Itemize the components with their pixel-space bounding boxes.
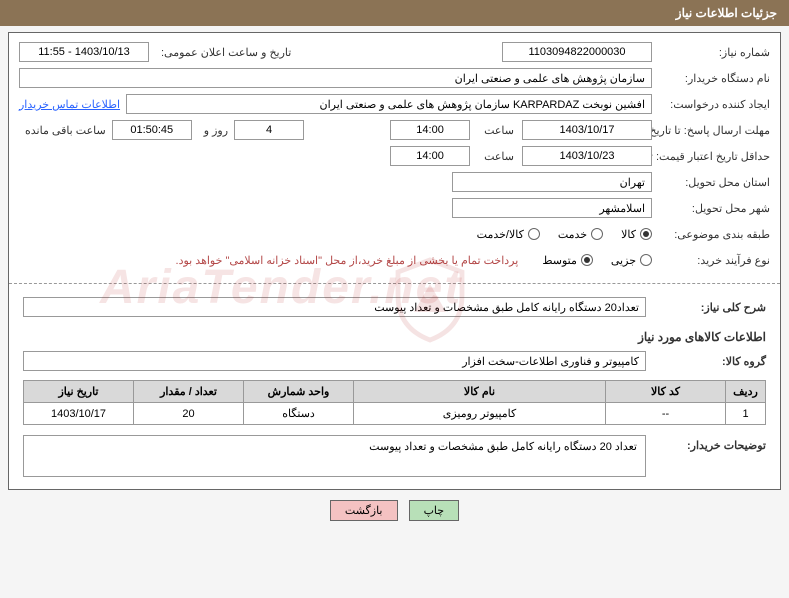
field-announce-date: 1403/10/13 - 11:55	[19, 42, 149, 62]
field-city: اسلامشهر	[452, 198, 652, 218]
field-description: تعداد20 دستگاه رایانه کامل طبق مشخصات و …	[23, 297, 646, 317]
table-header: کد کالا	[606, 381, 726, 403]
table-header: تاریخ نیاز	[24, 381, 134, 403]
field-goods-group: کامپیوتر و فناوری اطلاعات-سخت افزار	[23, 351, 646, 371]
field-buyer-org: سازمان پژوهش های علمی و صنعتی ایران	[19, 68, 652, 88]
field-validity-date: 1403/10/23	[522, 146, 652, 166]
radio-option[interactable]: متوسط	[542, 254, 593, 267]
field-need-number: 1103094822000030	[502, 42, 652, 62]
top-form-section: شماره نیاز: 1103094822000030 تاریخ و ساع…	[9, 33, 780, 284]
radio-label: کالا	[621, 228, 636, 241]
radio-option[interactable]: جزیی	[611, 254, 652, 267]
radio-label: کالا/خدمت	[477, 228, 524, 241]
label-response-deadline: مهلت ارسال پاسخ: تا تاریخ:	[652, 124, 770, 137]
print-button[interactable]: چاپ	[409, 500, 460, 521]
field-requester: افشین نوبخت KARPARDAZ سازمان پژوهش های ع…	[126, 94, 652, 114]
table-cell: 1403/10/17	[24, 403, 134, 425]
middle-section: شرح کلی نیاز: تعداد20 دستگاه رایانه کامل…	[9, 284, 780, 489]
radio-icon	[640, 228, 652, 240]
back-button[interactable]: بازگشت	[330, 500, 398, 521]
field-province: تهران	[452, 172, 652, 192]
radio-label: خدمت	[558, 228, 587, 241]
radio-group-category: کالا خدمت کالا/خدمت	[477, 228, 652, 241]
label-time-1: ساعت	[478, 124, 514, 137]
table-cell: 20	[134, 403, 244, 425]
label-need-number: شماره نیاز:	[652, 46, 770, 59]
link-buyer-contact[interactable]: اطلاعات تماس خریدار	[19, 98, 120, 111]
label-announce-date: تاریخ و ساعت اعلان عمومی:	[155, 46, 291, 59]
label-time-left: ساعت باقی مانده	[19, 124, 106, 137]
radio-label: متوسط	[542, 254, 577, 267]
field-response-date: 1403/10/17	[522, 120, 652, 140]
label-requester: ایجاد کننده درخواست:	[652, 98, 770, 111]
label-process: نوع فرآیند خرید:	[652, 254, 770, 267]
field-buyer-notes: تعداد 20 دستگاه رایانه کامل طبق مشخصات و…	[23, 435, 646, 477]
table-cell: 1	[726, 403, 766, 425]
payment-note: پرداخت تمام یا بخشی از مبلغ خرید،از محل …	[176, 254, 519, 267]
label-province: استان محل تحویل:	[652, 176, 770, 189]
section-title-goods: اطلاعات کالاهای مورد نیاز	[23, 330, 766, 344]
field-validity-time: 14:00	[390, 146, 470, 166]
table-header: ردیف	[726, 381, 766, 403]
label-buyer-org: نام دستگاه خریدار:	[652, 72, 770, 85]
label-time-2: ساعت	[478, 150, 514, 163]
label-price-validity: حداقل تاریخ اعتبار قیمت: تا تاریخ:	[652, 150, 770, 163]
label-days-and: روز و	[198, 124, 228, 137]
goods-table: ردیفکد کالانام کالاواحد شمارشتعداد / مقد…	[23, 380, 766, 425]
radio-icon	[591, 228, 603, 240]
radio-option[interactable]: کالا	[621, 228, 652, 241]
radio-group-process: جزیی متوسط	[542, 254, 652, 267]
table-header: واحد شمارش	[244, 381, 354, 403]
label-city: شهر محل تحویل:	[652, 202, 770, 215]
radio-icon	[640, 254, 652, 266]
radio-option[interactable]: کالا/خدمت	[477, 228, 540, 241]
field-countdown: 01:50:45	[112, 120, 192, 140]
table-row: 1--کامپیوتر رومیزیدستگاه201403/10/17	[24, 403, 766, 425]
radio-label: جزیی	[611, 254, 636, 267]
label-goods-group: گروه کالا:	[654, 355, 766, 368]
radio-option[interactable]: خدمت	[558, 228, 603, 241]
button-row: چاپ بازگشت	[0, 490, 789, 531]
page-header: جزئیات اطلاعات نیاز	[0, 0, 789, 26]
table-cell: دستگاه	[244, 403, 354, 425]
table-cell: --	[606, 403, 726, 425]
table-header: تعداد / مقدار	[134, 381, 244, 403]
label-general-desc: شرح کلی نیاز:	[654, 301, 766, 314]
main-container: شماره نیاز: 1103094822000030 تاریخ و ساع…	[8, 32, 781, 490]
radio-icon	[528, 228, 540, 240]
table-cell: کامپیوتر رومیزی	[354, 403, 606, 425]
table-header: نام کالا	[354, 381, 606, 403]
field-response-time: 14:00	[390, 120, 470, 140]
radio-icon	[581, 254, 593, 266]
label-category: طبقه بندی موضوعی:	[652, 228, 770, 241]
label-buyer-notes: توضیحات خریدار:	[654, 435, 766, 452]
field-days-left: 4	[234, 120, 304, 140]
